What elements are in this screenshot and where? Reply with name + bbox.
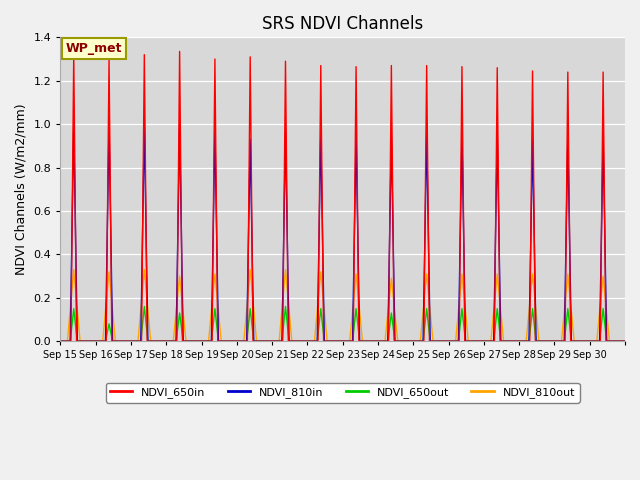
NDVI_650out — [410, 338, 417, 344]
NDVI_810out — [70, 267, 77, 273]
NDVI_810in — [314, 338, 321, 344]
NDVI_810out — [310, 338, 318, 344]
NDVI_810in — [410, 338, 417, 344]
NDVI_650in — [561, 338, 569, 344]
NDVI_810out — [56, 338, 64, 344]
NDVI_810in — [56, 338, 64, 344]
Line: NDVI_810out: NDVI_810out — [60, 270, 625, 341]
NDVI_810out — [423, 271, 431, 277]
Line: NDVI_810in: NDVI_810in — [60, 124, 625, 341]
NDVI_650in — [314, 338, 322, 344]
Legend: NDVI_650in, NDVI_810in, NDVI_650out, NDVI_810out: NDVI_650in, NDVI_810in, NDVI_650out, NDV… — [106, 383, 580, 403]
NDVI_810in — [70, 121, 77, 127]
NDVI_650out — [561, 338, 568, 344]
NDVI_650out — [621, 338, 629, 344]
Title: SRS NDVI Channels: SRS NDVI Channels — [262, 15, 423, 33]
NDVI_810out — [394, 338, 401, 344]
NDVI_650in — [423, 63, 431, 69]
NDVI_650out — [445, 338, 452, 344]
NDVI_810out — [410, 338, 417, 344]
Text: WP_met: WP_met — [66, 42, 122, 55]
NDVI_810in — [621, 338, 629, 344]
NDVI_650in — [390, 338, 398, 344]
NDVI_650in — [176, 48, 184, 54]
NDVI_810in — [445, 338, 452, 344]
NDVI_810out — [557, 338, 565, 344]
NDVI_650in — [621, 338, 629, 344]
NDVI_650out — [423, 306, 431, 312]
Line: NDVI_650in: NDVI_650in — [60, 51, 625, 341]
NDVI_650out — [56, 338, 64, 344]
NDVI_810in — [561, 338, 568, 344]
Line: NDVI_650out: NDVI_650out — [60, 307, 625, 341]
NDVI_650out — [391, 338, 399, 344]
NDVI_810out — [621, 338, 629, 344]
NDVI_810in — [423, 130, 431, 136]
NDVI_650out — [314, 338, 321, 344]
NDVI_810out — [445, 338, 452, 344]
NDVI_650in — [445, 338, 452, 344]
NDVI_650out — [141, 304, 148, 310]
NDVI_650in — [410, 338, 417, 344]
Y-axis label: NDVI Channels (W/m2/mm): NDVI Channels (W/m2/mm) — [15, 104, 28, 275]
NDVI_810in — [391, 338, 399, 344]
NDVI_650in — [56, 338, 64, 344]
